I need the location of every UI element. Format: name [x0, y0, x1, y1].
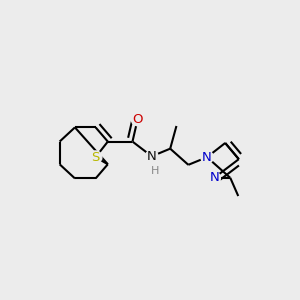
Text: N: N: [202, 151, 212, 164]
Circle shape: [208, 172, 220, 184]
Circle shape: [131, 113, 144, 126]
Text: N: N: [147, 150, 157, 163]
Circle shape: [89, 151, 102, 164]
Text: S: S: [92, 151, 100, 164]
Text: N: N: [209, 171, 219, 184]
Text: H: H: [151, 166, 159, 176]
Text: O: O: [132, 113, 143, 126]
Circle shape: [146, 150, 158, 163]
Circle shape: [201, 151, 213, 164]
